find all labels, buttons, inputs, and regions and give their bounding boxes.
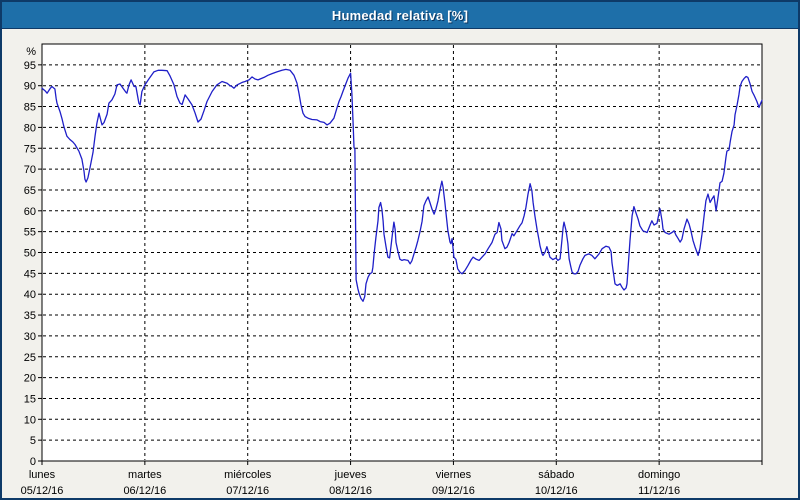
y-axis-label: 45 bbox=[24, 268, 36, 280]
y-axis-label: 50 bbox=[24, 248, 36, 260]
x-axis-date-label: 06/12/16 bbox=[123, 485, 166, 497]
x-axis-date-label: 11/12/16 bbox=[638, 485, 680, 497]
y-axis-label: 20 bbox=[24, 373, 36, 385]
y-axis-label: 30 bbox=[24, 331, 36, 343]
y-axis-label: 10 bbox=[24, 414, 36, 426]
x-axis-date-label: 07/12/16 bbox=[226, 485, 269, 497]
x-axis-day-label: lunes bbox=[29, 469, 56, 481]
x-axis-date-label: 10/12/16 bbox=[535, 485, 578, 497]
x-axis-day-label: jueves bbox=[334, 469, 367, 481]
y-axis-unit-label: % bbox=[26, 46, 36, 58]
x-axis-date-label: 08/12/16 bbox=[329, 485, 372, 497]
plot-box bbox=[41, 43, 763, 462]
x-axis-day-label: martes bbox=[128, 469, 162, 481]
y-axis-label: 55 bbox=[24, 227, 36, 239]
y-axis-label: 80 bbox=[24, 122, 36, 134]
x-axis-date-label: 09/12/16 bbox=[432, 485, 475, 497]
y-axis-label: 75 bbox=[24, 143, 36, 155]
x-axis-day-label: viernes bbox=[436, 469, 472, 481]
window-title: Humedad relativa [%] bbox=[331, 7, 469, 23]
humidity-chart: 95908580757065605550454035302520151050%l… bbox=[21, 43, 763, 497]
x-axis-day-label: sábado bbox=[538, 469, 574, 481]
y-axis-label: 90 bbox=[24, 81, 36, 93]
y-axis-label: 70 bbox=[24, 164, 36, 176]
x-axis-day-label: miércoles bbox=[224, 469, 272, 481]
chart-area: 95 90 85 80 75 70 65 60 55 50 45 40 35 30 25 20 15 10 5 0% l… bbox=[2, 29, 798, 498]
y-axis-label: 35 bbox=[24, 310, 36, 322]
humidity-line bbox=[41, 68, 763, 302]
x-axis-date-label: 05/12/16 bbox=[21, 485, 64, 497]
y-axis-label: 85 bbox=[24, 102, 36, 114]
y-axis-label: 60 bbox=[24, 206, 36, 218]
y-axis-label: 95 bbox=[24, 60, 36, 72]
y-axis-label: 5 bbox=[30, 435, 36, 447]
y-axis-label: 40 bbox=[24, 289, 36, 301]
x-axis-day-label: domingo bbox=[638, 469, 680, 481]
y-axis-label: 15 bbox=[24, 393, 36, 405]
y-axis-label: 0 bbox=[30, 456, 36, 468]
y-axis-label: 65 bbox=[24, 185, 36, 197]
title-bar: Humedad relativa [%] bbox=[2, 2, 798, 29]
y-axis-label: 25 bbox=[24, 352, 36, 364]
